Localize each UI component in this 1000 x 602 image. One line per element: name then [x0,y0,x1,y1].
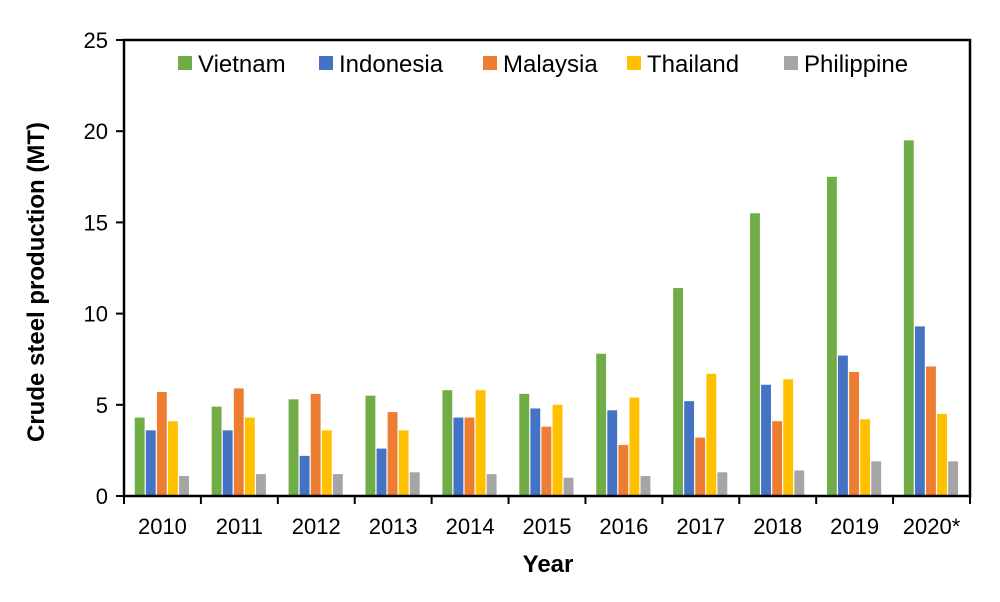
bar-indonesia-2014 [453,417,464,496]
x-tick-label: 2020* [903,514,961,539]
bar-philippine-2014 [486,474,497,496]
bar-indonesia-2013 [376,448,387,496]
bar-thailand-2018 [783,379,794,496]
bar-malaysia-2016 [618,444,629,496]
bar-philippine-2018 [794,470,805,496]
bar-malaysia-2017 [695,437,706,496]
legend-label-vietnam: Vietnam [198,51,286,78]
x-axis-title: Year [523,551,574,578]
bar-vietnam-2016 [596,353,607,496]
x-tick-label: 2016 [599,514,648,539]
bar-malaysia-2014 [464,417,475,496]
legend-label-malaysia: Malaysia [503,51,598,78]
bar-thailand-2013 [398,430,409,496]
bar-indonesia-2017 [684,401,695,496]
bar-malaysia-2010 [156,392,167,496]
x-tick-label: 2017 [676,514,725,539]
y-tick-label: 0 [96,484,108,509]
bar-vietnam-2013 [365,395,376,496]
bar-malaysia-2018 [772,421,783,496]
bar-thailand-2016 [629,397,640,496]
bar-vietnam-2014 [442,390,453,496]
legend-label-philippine: Philippine [804,51,908,78]
legend-swatch-thailand [627,56,641,70]
x-tick-label: 2015 [523,514,572,539]
legend-swatch-vietnam [178,56,192,70]
legend-swatch-indonesia [319,56,333,70]
legend-swatch-malaysia [483,56,497,70]
x-tick-label: 2010 [138,514,187,539]
bar-vietnam-2017 [673,288,683,496]
bar-philippine-2010 [179,475,189,496]
bar-philippine-2016 [640,475,651,496]
bar-indonesia-2018 [761,384,771,496]
x-tick-label: 2013 [369,514,418,539]
bar-philippine-2012 [332,474,343,496]
legend-label-indonesia: Indonesia [339,51,444,78]
bar-indonesia-2015 [530,408,541,496]
bar-vietnam-2012 [288,399,299,496]
bar-vietnam-2015 [519,393,530,496]
y-tick-label: 15 [84,210,108,235]
y-tick-label: 5 [96,393,108,418]
bar-thailand-2014 [475,390,486,496]
y-ticks-group: 0 5 10 15 20 25 [84,28,124,509]
plot-frame [122,38,972,498]
bar-malaysia-2019 [849,371,859,496]
bar-indonesia-2011 [222,430,233,496]
bar-philippine-2013 [409,472,420,496]
x-tick-label: 2012 [292,514,341,539]
bar-vietnam-2011 [211,406,222,496]
bar-philippine-2020 [948,461,959,496]
bar-philippine-2015 [563,477,574,496]
bar-thailand-2015 [552,404,563,496]
bar-vietnam-2019 [826,176,837,497]
bar-indonesia-2012 [299,455,310,496]
legend-swatch-philippine [784,56,798,70]
bar-malaysia-2015 [541,426,552,496]
bar-thailand-2012 [321,430,332,496]
x-tick-label: 2018 [753,514,802,539]
bar-indonesia-2019 [838,355,848,496]
x-tick-label: 2019 [830,514,879,539]
y-tick-label: 25 [84,28,108,53]
legend: Vietnam Indonesia Malaysia Thailand Philippi… [178,51,908,78]
y-tick-label: 20 [84,119,108,144]
bars-group [134,140,959,497]
bar-thailand-2019 [860,419,871,496]
bar-thailand-2020 [937,413,947,496]
bar-malaysia-2012 [310,393,321,496]
bar-malaysia-2020 [926,366,936,496]
bar-indonesia-2016 [607,410,618,496]
bar-philippine-2017 [717,472,728,496]
y-tick-label: 10 [84,302,108,327]
bar-vietnam-2020 [903,140,914,496]
y-axis-title: Crude steel production (MT) [23,122,50,442]
bar-thailand-2010 [167,421,178,496]
bar-vietnam-2010 [134,417,145,496]
bar-philippine-2011 [255,474,266,496]
bar-indonesia-2020 [914,326,925,496]
bar-philippine-2019 [871,461,882,496]
bar-vietnam-2018 [750,213,760,496]
bar-malaysia-2011 [233,388,244,496]
x-tick-label: 2014 [446,514,495,539]
bar-thailand-2017 [706,373,717,496]
x-ticks-group: 2010 2011 2012 2013 2014 2015 2016 2017 2018 2019… [123,496,971,539]
x-tick-label: 2011 [216,514,263,539]
legend-label-thailand: Thailand [647,51,739,78]
bar-indonesia-2010 [145,430,156,496]
bar-thailand-2011 [244,417,255,496]
bar-malaysia-2013 [387,412,398,496]
